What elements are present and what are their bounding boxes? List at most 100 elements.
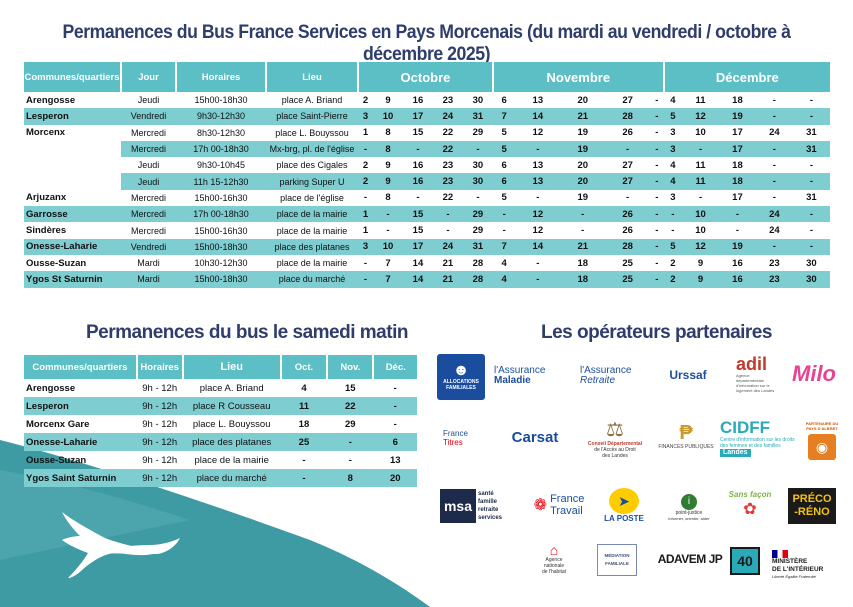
cell-commune: Morcenx Gare (26, 418, 90, 430)
table-row: Onesse-Laharie 9h - 12h place des platanes… (24, 433, 417, 451)
cell-commune: Onesse-Laharie (24, 238, 121, 255)
cell-nov-date: - (650, 173, 664, 190)
cell-oct-date: 28 (472, 257, 484, 269)
cell-lieu: place L. Bouyssou (275, 127, 349, 138)
cell-nov-date: 6 (492, 173, 516, 190)
cell-oct-date: 17 (402, 108, 433, 125)
cell-nov: 8 (327, 469, 374, 487)
cell-oct-date: - (363, 192, 368, 204)
cell-oct-date: 29 (472, 127, 484, 139)
cell-oct-date: 31 (462, 108, 493, 125)
cell-dec: - (373, 397, 417, 415)
table-row: Mercredi 17h 00-18h30 Mx-brg, pl. de l'égl… (24, 140, 830, 158)
cell-jour: Mercredi (130, 225, 166, 236)
cell-oct-date: 2 (362, 159, 369, 171)
landes-40-logo: 40 (730, 547, 760, 575)
cell-commune: Morcenx (26, 127, 66, 139)
table-row: Garrosse Mercredi 17h 00-18h30 place de la … (24, 206, 830, 223)
cell-nov-date: 14 (515, 238, 561, 255)
cell-nov-date: 14 (515, 108, 561, 125)
table-row: Onesse-Laharie Vendredi 15h00-18h30 place d… (24, 238, 830, 255)
cell-nov-date: 19 (560, 140, 606, 158)
cell-dec-date: 24 (755, 206, 793, 223)
cell-nov-date: 5 (501, 192, 507, 204)
cell-dec-date: - (735, 225, 740, 237)
cell-oct-date: 15 (402, 206, 433, 223)
cell-dec-date: 9 (682, 271, 719, 288)
ministere-interieur-logo: MINISTÈRE DE L'INTÉRIEUR Liberté Égalité… (772, 540, 832, 588)
cell-oct-date: 17 (402, 238, 433, 255)
cell-oct-date: 29 (462, 206, 493, 223)
cell-nov-date: 19 (577, 192, 589, 204)
cell-oct-date: 2 (362, 94, 369, 106)
cell-nov-date: - (515, 271, 561, 288)
table-header-row: Communes/quartiers Jour Horaires Lieu Oc… (24, 62, 830, 92)
cell-oct: 4 (301, 382, 307, 394)
header-november: Novembre (492, 62, 665, 92)
cell-jour: Mardi (137, 258, 160, 269)
cell-oct-date: 15 (412, 127, 424, 139)
cell-oct-date: 16 (412, 94, 424, 106)
cell-lieu: place du marché (266, 271, 358, 288)
cell-nov-date: 20 (560, 173, 606, 190)
cell-dec: 13 (389, 454, 401, 466)
cell-oct-date: - (373, 206, 403, 223)
cell-dec: 20 (373, 469, 417, 487)
header-oct: Oct. (280, 355, 329, 379)
cell-dec-date: 18 (732, 159, 743, 171)
cell-oct-date: 14 (402, 271, 433, 288)
cell-commune: Ygos St Saturnin (24, 271, 121, 288)
cell-nov-date: 12 (532, 225, 544, 237)
cell-commune: Ousse-Suzan (26, 454, 87, 466)
cidff-logo: CIDFF Centre d'information sur les droit… (720, 418, 795, 457)
cell-oct: 18 (298, 418, 310, 430)
header-commune: Communes/quartiers (24, 355, 138, 379)
cell-dec-date: 10 (695, 127, 706, 139)
cell-nov-date: 7 (492, 108, 516, 125)
cell-horaires: 9h - 12h (136, 433, 183, 451)
cell-nov-date: 18 (560, 271, 606, 288)
cell-lieu: place R Cousseau (182, 397, 281, 415)
cell-nov-date: 5 (492, 140, 516, 158)
cell-oct-date: - (462, 140, 493, 158)
cell-dec-date: - (755, 108, 793, 125)
cell-jour: Mercredi (130, 127, 166, 138)
cell-oct-date: 8 (385, 127, 391, 139)
cell-nov-date: 25 (605, 271, 651, 288)
cell-dec-date: 11 (682, 173, 719, 190)
cell-commune: Arengosse (26, 94, 76, 106)
cell-nov-date: 20 (577, 94, 589, 106)
cell-horaires: 17h 00-18h30 (176, 206, 266, 223)
cell-lieu: place des platanes (182, 433, 281, 451)
cell-nov-date: - (655, 257, 659, 269)
cell-commune: Arengosse (26, 382, 76, 394)
cell-nov-date: 13 (515, 173, 561, 190)
cell-nov-date: - (650, 271, 664, 288)
assurance-retraite-logo: l'Assurance Retraite (580, 365, 632, 386)
cell-horaires: 15h00-16h30 (194, 192, 248, 203)
table-row: Jeudi 9h30-10h45 place des Cigales 2 9 16 23 30… (24, 157, 830, 173)
cell-nov-date: - (650, 238, 664, 255)
cell-nov-date: 13 (532, 94, 544, 106)
cell-nov-date: - (515, 140, 561, 158)
finances-icon: ₱ (679, 422, 693, 444)
cell-commune: Garrosse (24, 206, 121, 223)
cell-dec-date: 31 (806, 192, 817, 204)
header-nov: Nov. (327, 355, 375, 379)
header-commune: Communes/quartiers (24, 62, 122, 92)
scale-icon: ⚖ (606, 419, 624, 441)
cell-lieu: place A. Briand (199, 382, 264, 394)
cell-dec-date: - (663, 206, 683, 223)
cell-oct: 11 (280, 397, 328, 415)
cell-oct-date: 9 (373, 173, 403, 190)
cell-lieu: place du marché (182, 469, 281, 487)
caf-icon: ☻ (452, 362, 470, 379)
cell-oct-date: - (446, 225, 450, 237)
cell-oct-date: 2 (358, 173, 373, 190)
cell-lieu: Mx-brg, pl. de l'église (266, 140, 358, 158)
cell-oct: - (280, 469, 328, 487)
table-row: Arjuzanx Mercredi 15h00-16h30 place de l'ég… (24, 190, 830, 206)
cell-oct-date: 24 (432, 108, 463, 125)
cell-nov-date: 13 (532, 159, 544, 171)
bird-silhouette (62, 512, 180, 578)
